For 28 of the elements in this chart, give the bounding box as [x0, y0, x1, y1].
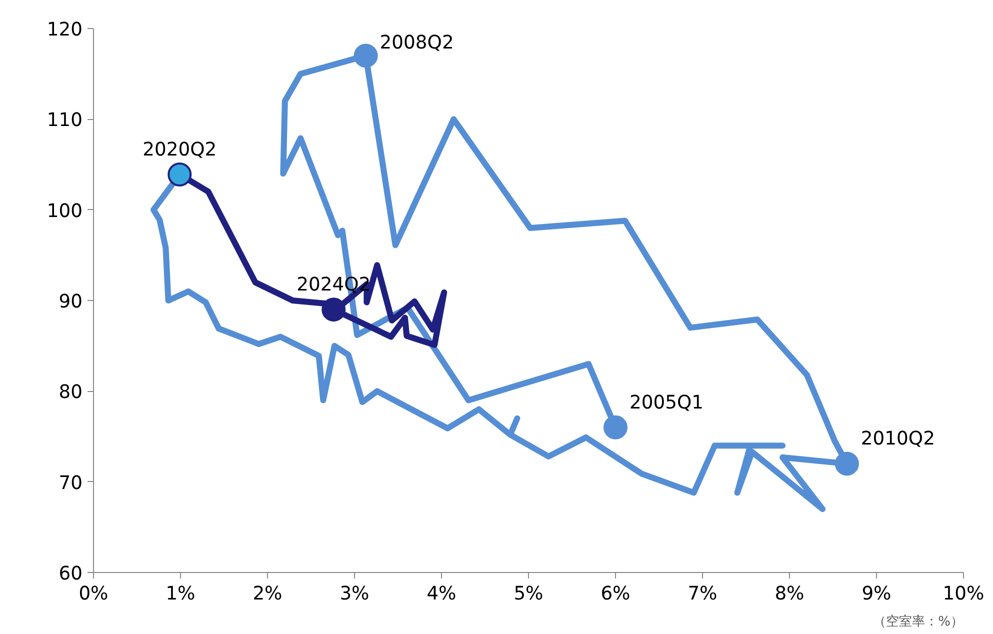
annotation: 2005Q1 — [630, 392, 704, 414]
point — [834, 452, 859, 476]
annotation: 2020Q2 — [142, 139, 217, 160]
point — [168, 162, 192, 186]
x-tick-label: 1% — [166, 584, 196, 604]
x-tick-label: 8% — [774, 584, 804, 604]
annotation: 2008Q2 — [380, 32, 454, 54]
x-tick-label: 10% — [942, 584, 984, 604]
x-tick-label: 7% — [688, 584, 718, 604]
y-tick-label: 70 — [58, 472, 83, 494]
y-tick-label: 110 — [46, 110, 82, 132]
point — [604, 415, 628, 440]
x-tick-label: 6% — [600, 584, 630, 604]
x-tick-label: 0% — [78, 584, 108, 604]
y-tick-label: 80 — [58, 382, 83, 404]
y-tick-label: 90 — [58, 292, 83, 312]
y-tick-label: 100 — [46, 200, 82, 222]
point — [354, 44, 378, 68]
y-tick-label: 60 — [58, 564, 83, 584]
point — [322, 298, 346, 322]
x-tick-label: 9% — [862, 584, 892, 604]
x-tick-label: 4% — [426, 584, 456, 604]
y-tick-label: 120 — [46, 20, 82, 40]
x-tick-label: 3% — [340, 584, 370, 604]
x-tick-label: 5% — [514, 584, 544, 604]
annotation: 2010Q2 — [860, 428, 935, 450]
x-tick-label: 2% — [252, 584, 282, 604]
text: （空室率：%） — [873, 614, 964, 630]
